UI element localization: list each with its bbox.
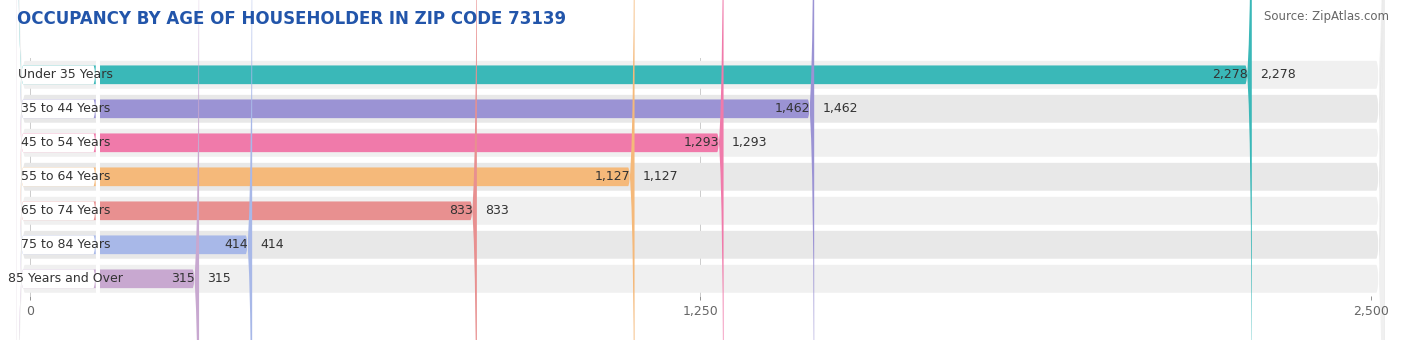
Text: Under 35 Years: Under 35 Years xyxy=(18,68,112,81)
Text: 85 Years and Over: 85 Years and Over xyxy=(8,272,122,285)
FancyBboxPatch shape xyxy=(17,0,1385,340)
FancyBboxPatch shape xyxy=(17,0,100,340)
Text: 2,278: 2,278 xyxy=(1260,68,1295,81)
FancyBboxPatch shape xyxy=(17,0,814,340)
FancyBboxPatch shape xyxy=(17,0,477,340)
Text: 414: 414 xyxy=(260,238,284,251)
Text: 1,127: 1,127 xyxy=(595,170,630,183)
FancyBboxPatch shape xyxy=(17,0,1385,340)
FancyBboxPatch shape xyxy=(17,0,100,340)
FancyBboxPatch shape xyxy=(17,0,100,340)
Text: 35 to 44 Years: 35 to 44 Years xyxy=(21,102,110,115)
Text: Source: ZipAtlas.com: Source: ZipAtlas.com xyxy=(1264,10,1389,23)
Text: 75 to 84 Years: 75 to 84 Years xyxy=(21,238,110,251)
FancyBboxPatch shape xyxy=(17,0,100,340)
FancyBboxPatch shape xyxy=(17,0,1385,340)
FancyBboxPatch shape xyxy=(17,0,634,340)
FancyBboxPatch shape xyxy=(17,0,252,340)
Text: 1,293: 1,293 xyxy=(683,136,720,149)
FancyBboxPatch shape xyxy=(17,0,100,340)
FancyBboxPatch shape xyxy=(17,0,1385,340)
FancyBboxPatch shape xyxy=(17,0,1385,340)
Text: 55 to 64 Years: 55 to 64 Years xyxy=(21,170,110,183)
Text: 45 to 54 Years: 45 to 54 Years xyxy=(21,136,110,149)
FancyBboxPatch shape xyxy=(17,0,724,340)
Text: 833: 833 xyxy=(485,204,509,217)
Text: 315: 315 xyxy=(207,272,231,285)
Text: 1,127: 1,127 xyxy=(643,170,678,183)
FancyBboxPatch shape xyxy=(17,0,100,340)
Text: 2,278: 2,278 xyxy=(1212,68,1247,81)
FancyBboxPatch shape xyxy=(17,0,1385,340)
Text: OCCUPANCY BY AGE OF HOUSEHOLDER IN ZIP CODE 73139: OCCUPANCY BY AGE OF HOUSEHOLDER IN ZIP C… xyxy=(17,10,567,28)
Text: 315: 315 xyxy=(172,272,195,285)
FancyBboxPatch shape xyxy=(17,0,1385,340)
Text: 1,462: 1,462 xyxy=(775,102,810,115)
FancyBboxPatch shape xyxy=(17,0,100,340)
FancyBboxPatch shape xyxy=(17,0,1251,340)
Text: 1,293: 1,293 xyxy=(731,136,768,149)
FancyBboxPatch shape xyxy=(17,0,200,340)
Text: 65 to 74 Years: 65 to 74 Years xyxy=(21,204,110,217)
Text: 833: 833 xyxy=(449,204,472,217)
Text: 414: 414 xyxy=(224,238,247,251)
Text: 1,462: 1,462 xyxy=(823,102,858,115)
